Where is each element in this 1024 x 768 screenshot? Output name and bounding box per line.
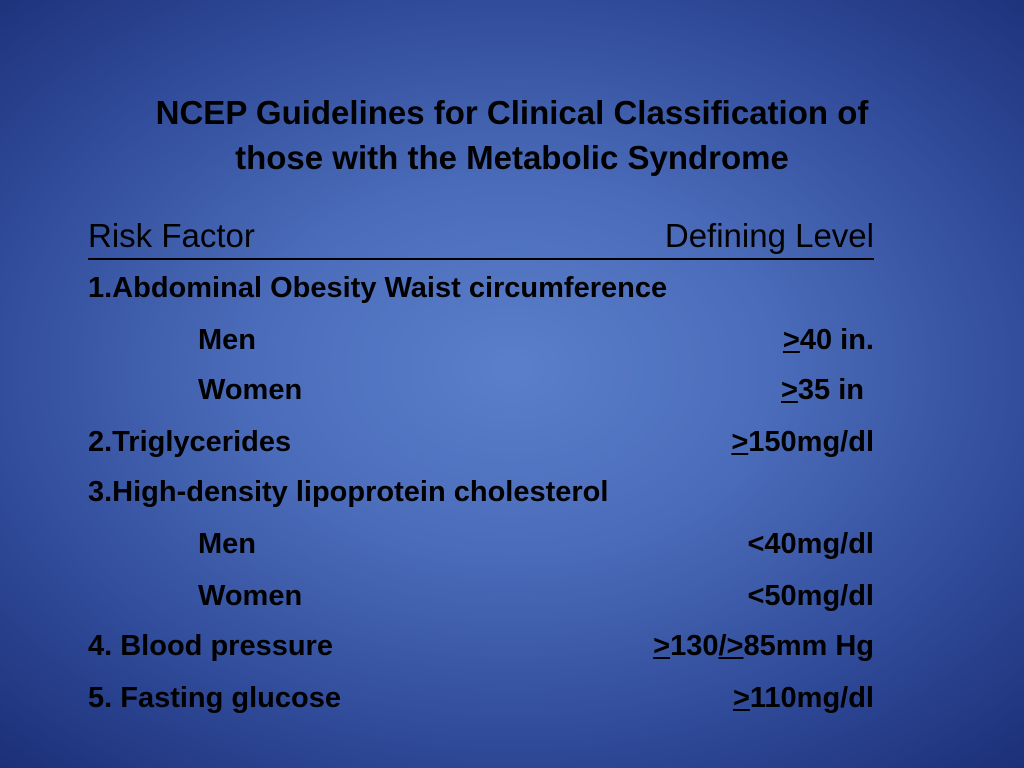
value-text: 150mg/dl [748,426,874,458]
header-risk-factor: Risk Factor [88,217,255,254]
table-row: Women >35 in [88,368,874,412]
title-line-1: NCEP Guidelines for Clinical Classificat… [155,94,869,131]
row-label: 5. Fasting glucose [88,682,341,714]
row-label: Men [198,324,256,356]
gte-symbol: > [731,426,749,458]
row-label: 1.Abdominal Obesity Waist circumference [88,272,668,304]
row-label: Men [198,528,256,560]
value-text: 40 in. [799,324,874,356]
row-value: >40 in. [783,318,874,362]
row-value: >150mg/dl [731,420,874,464]
row-value: <50mg/dl [747,580,874,612]
value-text: 110mg/dl [749,682,874,714]
row-label: 2.Triglycerides [88,426,292,458]
gte-symbol: > [653,630,671,662]
table-row: 3.High-density lipoprotein cholesterol [88,470,874,514]
table-header: Risk Factor Defining Level [88,214,874,260]
row-value: >35 in [781,368,864,412]
value-mid: 130/ [670,630,727,662]
table-row: Men >40 in. [88,318,874,362]
row-label: Women [198,374,303,406]
row-label: 4. Blood pressure [88,630,333,662]
title-line-2: those with the Metabolic Syndrome [235,139,789,176]
table-row: 4. Blood pressure >130/>85mm Hg [88,624,874,668]
gte-symbol: > [732,682,750,714]
table-row: 5. Fasting glucose >110mg/dl [88,676,874,720]
table-row: Women <50mg/dl [88,574,874,618]
slide-title: NCEP Guidelines for Clinical Classificat… [60,90,964,180]
table-row: 2.Triglycerides >150mg/dl [88,420,874,464]
gte-symbol: > [726,630,744,662]
value-text: 85mm Hg [743,630,874,662]
table-row: 1.Abdominal Obesity Waist circumference [88,266,874,310]
row-value: >130/>85mm Hg [653,624,874,668]
value-text: 35 in [797,374,864,406]
row-value: <40mg/dl [747,528,874,560]
row-label: 3.High-density lipoprotein cholesterol [88,476,609,508]
row-label: Women [198,580,303,612]
gte-symbol: > [780,374,798,406]
gte-symbol: > [782,324,800,356]
header-defining-level: Defining Level [664,217,874,254]
table-row: Men <40mg/dl [88,522,874,566]
row-value: >110mg/dl [733,676,874,720]
